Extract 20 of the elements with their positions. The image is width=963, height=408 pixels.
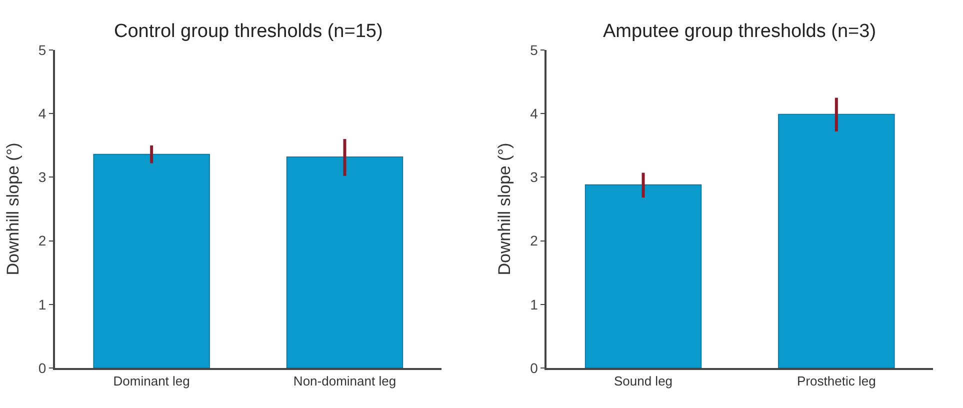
- chart-title: Control group thresholds (n=15): [114, 21, 383, 42]
- x-tick-label: Sound leg: [614, 374, 673, 389]
- y-tick-label: 1: [38, 296, 46, 312]
- chart-title: Amputee group thresholds (n=3): [603, 21, 876, 42]
- y-tick-label: 2: [530, 232, 538, 249]
- y-tick-label: 3: [38, 169, 46, 186]
- y-tick-label: 3: [530, 169, 538, 186]
- y-tick-label: 0: [38, 360, 46, 376]
- y-tick-label: 2: [38, 232, 46, 249]
- y-tick-label: 4: [530, 106, 538, 122]
- y-tick-label: 5: [38, 42, 46, 58]
- y-tick-label: 4: [38, 106, 46, 122]
- y-axis-title: Downhill slope (°): [3, 142, 22, 276]
- y-tick-label: 0: [530, 360, 538, 376]
- y-tick-label: 5: [530, 42, 538, 58]
- x-tick-label: Dominant leg: [113, 374, 190, 389]
- y-tick-label: 1: [530, 296, 538, 312]
- y-axis-title: Downhill slope (°): [495, 142, 514, 276]
- x-tick-label: Prosthetic leg: [797, 374, 876, 389]
- x-tick-label: Non-dominant leg: [293, 374, 396, 389]
